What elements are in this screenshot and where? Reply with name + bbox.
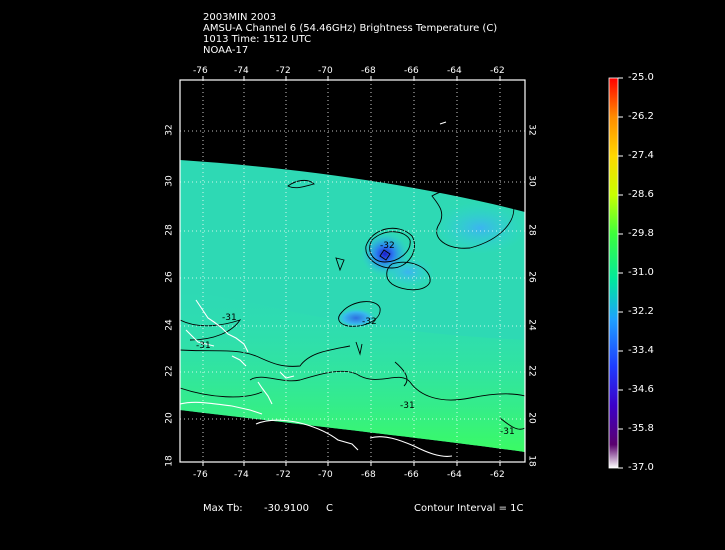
map-title-line1: 2003MIN 2003	[203, 12, 277, 23]
lat-label-right: 26	[526, 271, 537, 283]
lat-label-left: 20	[164, 412, 175, 424]
cool-area-north	[382, 256, 434, 288]
max-tb-value: -30.9100	[264, 503, 309, 514]
lat-label-right: 18	[526, 455, 537, 467]
cool-area-east	[434, 202, 525, 254]
map-title-line2: AMSU-A Channel 6 (54.46GHz) Brightness T…	[203, 23, 498, 34]
lon-label-top: -62	[490, 66, 505, 76]
map-frame	[179, 79, 526, 463]
lon-label-bottom: -68	[361, 470, 376, 480]
contour-label-4: -32	[362, 317, 377, 327]
contour-label-1: -31	[222, 313, 237, 323]
lon-label-top: -72	[276, 66, 291, 76]
lat-label-right: 28	[526, 224, 537, 236]
lon-label-bottom: -66	[404, 470, 419, 480]
lat-label-right: 22	[526, 365, 537, 377]
lat-label-right: 30	[526, 175, 537, 187]
swath-south-band	[180, 290, 525, 452]
colorbar-label: -25.0	[628, 72, 654, 83]
swath-group: -31 -31 -32 -32 -31 -31	[180, 80, 525, 462]
lat-label-left: 18	[164, 455, 175, 467]
colorbar-label: -33.4	[628, 345, 654, 356]
lat-label-left: 22	[164, 365, 175, 377]
lat-label-right: 24	[526, 319, 537, 331]
contour-label-2: -31	[196, 341, 211, 351]
lat-label-left: 28	[164, 224, 175, 236]
lat-label-right: 20	[526, 412, 537, 424]
lon-label-top: -68	[361, 66, 376, 76]
colorbar-label: -37.0	[628, 462, 654, 473]
lon-label-bottom: -64	[447, 470, 462, 480]
coastlines	[180, 121, 453, 457]
lon-label-bottom: -72	[276, 470, 291, 480]
max-tb-label: Max Tb:	[203, 503, 243, 514]
map-title-line3: 1013 Time: 1512 UTC	[203, 34, 312, 45]
colorbar-label: -35.8	[628, 423, 654, 434]
contour-label-5: -31	[400, 401, 415, 411]
colorbar-label: -34.6	[628, 384, 654, 395]
lat-label-left: 26	[164, 271, 175, 283]
colorbar-label: -32.2	[628, 306, 654, 317]
contour-lines	[180, 179, 525, 430]
graticule	[180, 80, 525, 462]
lat-label-left: 24	[164, 319, 175, 331]
lon-label-top: -66	[404, 66, 419, 76]
colorbar-label: -31.0	[628, 267, 654, 278]
lon-label-top: -70	[318, 66, 333, 76]
colorbar-label: -28.6	[628, 189, 654, 200]
lon-label-bottom: -76	[193, 470, 208, 480]
lon-label-top: -64	[447, 66, 462, 76]
colorbar-label: -29.8	[628, 228, 654, 239]
cold-spot-south	[336, 308, 376, 328]
map-title-line4: NOAA-17	[203, 45, 249, 56]
colorbar	[608, 77, 619, 469]
lon-label-top: -74	[234, 66, 249, 76]
lon-label-top: -76	[193, 66, 208, 76]
contour-interval: Contour Interval = 1C	[414, 503, 524, 514]
contour-label-3: -32	[380, 241, 395, 251]
max-tb-unit: C	[326, 503, 333, 514]
lon-label-bottom: -74	[234, 470, 249, 480]
lon-label-bottom: -70	[318, 470, 333, 480]
lat-label-left: 32	[164, 124, 175, 136]
colorbar-label: -27.4	[628, 150, 654, 161]
lat-label-left: 30	[164, 175, 175, 187]
lat-label-right: 32	[526, 124, 537, 136]
lon-label-bottom: -62	[490, 470, 505, 480]
contour-label-6: -31	[500, 427, 515, 437]
colorbar-label: -26.2	[628, 111, 654, 122]
